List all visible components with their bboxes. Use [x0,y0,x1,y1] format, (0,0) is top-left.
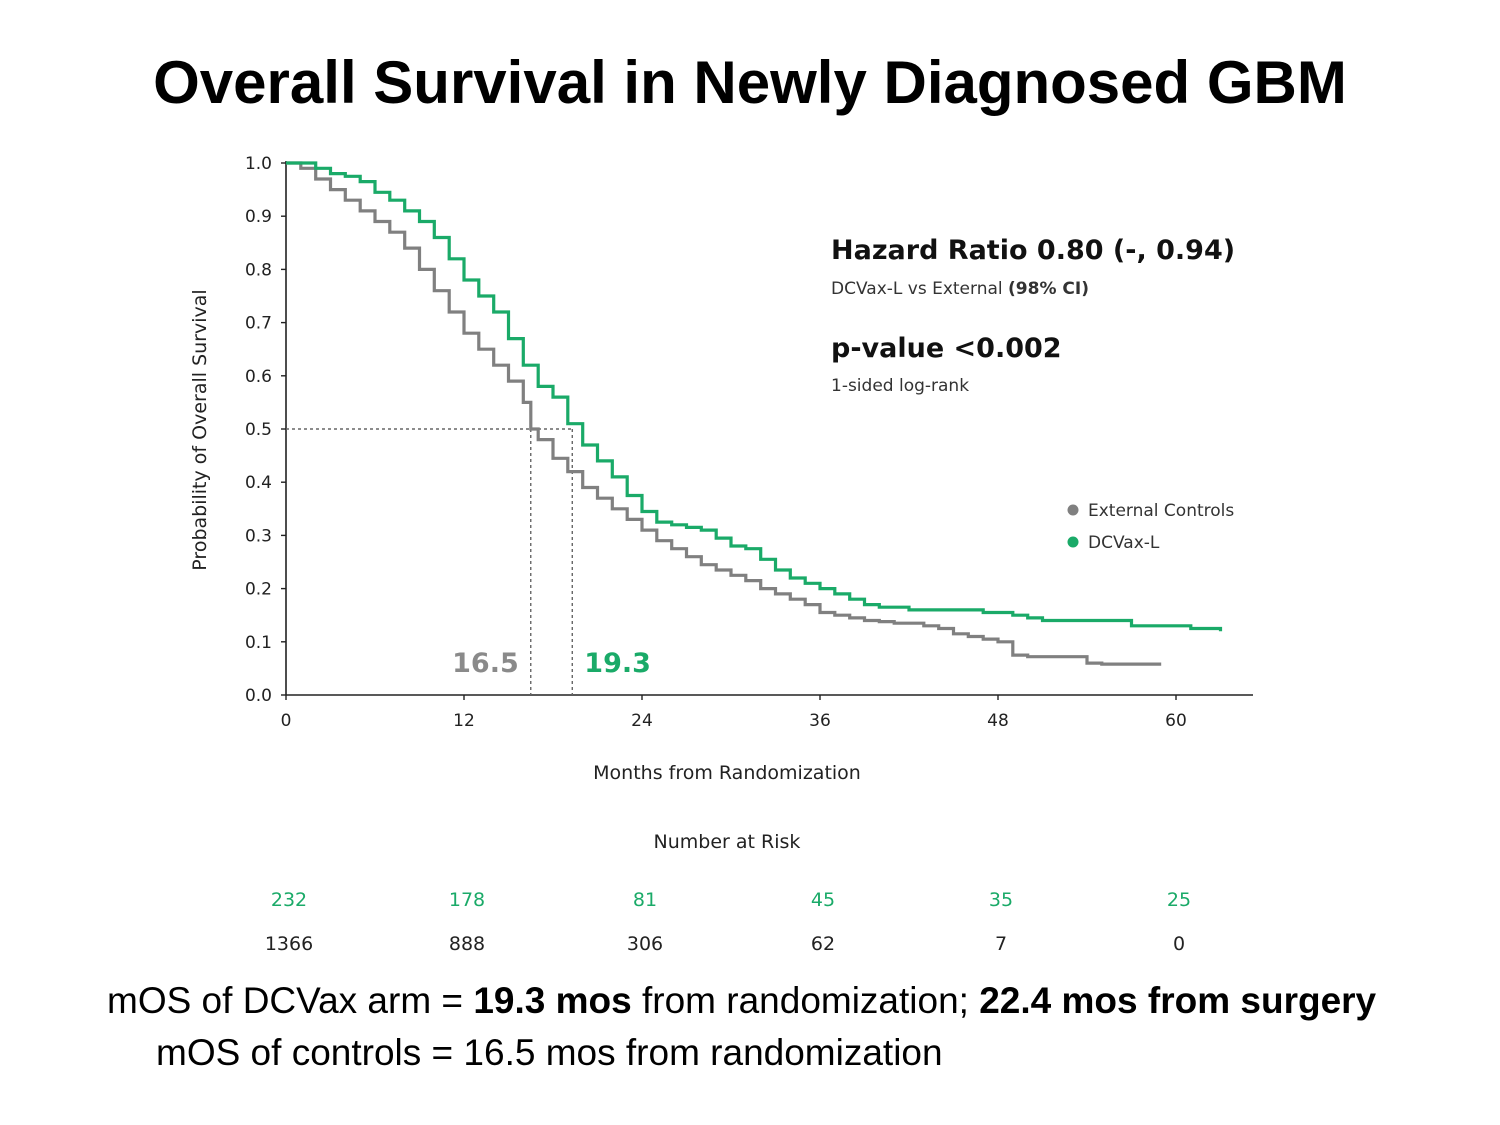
y-tick-label: 1.0 [245,154,272,174]
risk-table-cell: 178 [449,889,485,911]
footer-line-controls: mOS of controls = 16.5 mos from randomiz… [156,1032,943,1073]
median-label-16.5: 16.5 [452,648,519,679]
y-tick-label: 0.3 [245,526,272,546]
risk-table-cell: 81 [633,889,657,911]
y-tick-label: 0.9 [245,207,272,227]
p-value-title: p-value <0.002 [831,333,1062,364]
y-tick-label: 0.2 [245,580,272,600]
y-tick-label: 0.0 [245,686,272,706]
footer-line1-mid: from randomization; [631,980,980,1021]
risk-table-title: Number at Risk [654,831,801,853]
legend-label: DCVax-L [1088,533,1160,553]
x-tick-label: 0 [281,711,292,731]
y-tick-label: 0.4 [245,473,272,493]
risk-table-cell: 25 [1167,889,1191,911]
x-tick-label: 60 [1165,711,1187,731]
footer-line-dcvax: mOS of DCVax arm = 19.3 mos from randomi… [107,980,1376,1022]
p-value-subtitle: 1-sided log-rank [831,376,969,396]
y-tick-label: 0.6 [245,367,272,387]
risk-table-cell: 888 [449,933,485,955]
median-label-19.3: 19.3 [584,648,651,679]
risk-table-cell: 306 [627,933,663,955]
risk-table-cell: 232 [271,889,307,911]
y-axis-label: Probability of Overall Survival [189,289,211,570]
survival-curve-dcvax-l [286,161,1223,632]
y-tick-label: 0.8 [245,260,272,280]
y-tick-label: 0.1 [245,633,272,653]
x-tick-label: 36 [809,711,831,731]
hazard-ratio-subtitle: DCVax-L vs External (98% CI) [831,279,1089,299]
risk-table-cell: 62 [811,933,835,955]
hazard-ratio-title: Hazard Ratio 0.80 (-, 0.94) [831,235,1235,266]
risk-table-cell: 35 [989,889,1013,911]
y-tick-label: 0.5 [245,420,272,440]
footer-line1-bold-2: 22.4 mos from surgery [979,980,1377,1021]
risk-table-cell: 45 [811,889,835,911]
footer-line1-pre: mOS of DCVax arm = [107,980,474,1021]
hazard-ratio-ci-label: (98% CI) [1008,279,1089,299]
x-tick-label: 24 [631,711,653,731]
legend-marker [1067,536,1079,548]
legend-marker [1067,504,1079,516]
y-tick-label: 0.7 [245,314,272,334]
risk-table-cell: 7 [995,933,1007,955]
risk-table-cell: 1366 [265,933,313,955]
hazard-ratio-subtitle-text: DCVax-L vs External [831,279,1008,299]
survival-curve-external-controls [286,161,1162,666]
footer-line1-bold-1: 19.3 mos [473,980,632,1021]
slide-title: Overall Survival in Newly Diagnosed GBM [153,49,1347,116]
x-tick-label: 12 [453,711,475,731]
x-axis-label: Months from Randomization [593,762,861,784]
risk-table-cell: 0 [1173,933,1185,955]
legend-label: External Controls [1088,501,1234,521]
x-tick-label: 48 [987,711,1009,731]
